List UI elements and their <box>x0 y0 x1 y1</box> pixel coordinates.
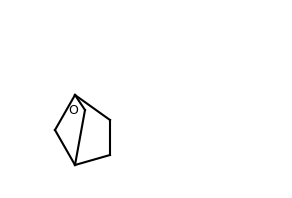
Text: O: O <box>68 104 78 116</box>
